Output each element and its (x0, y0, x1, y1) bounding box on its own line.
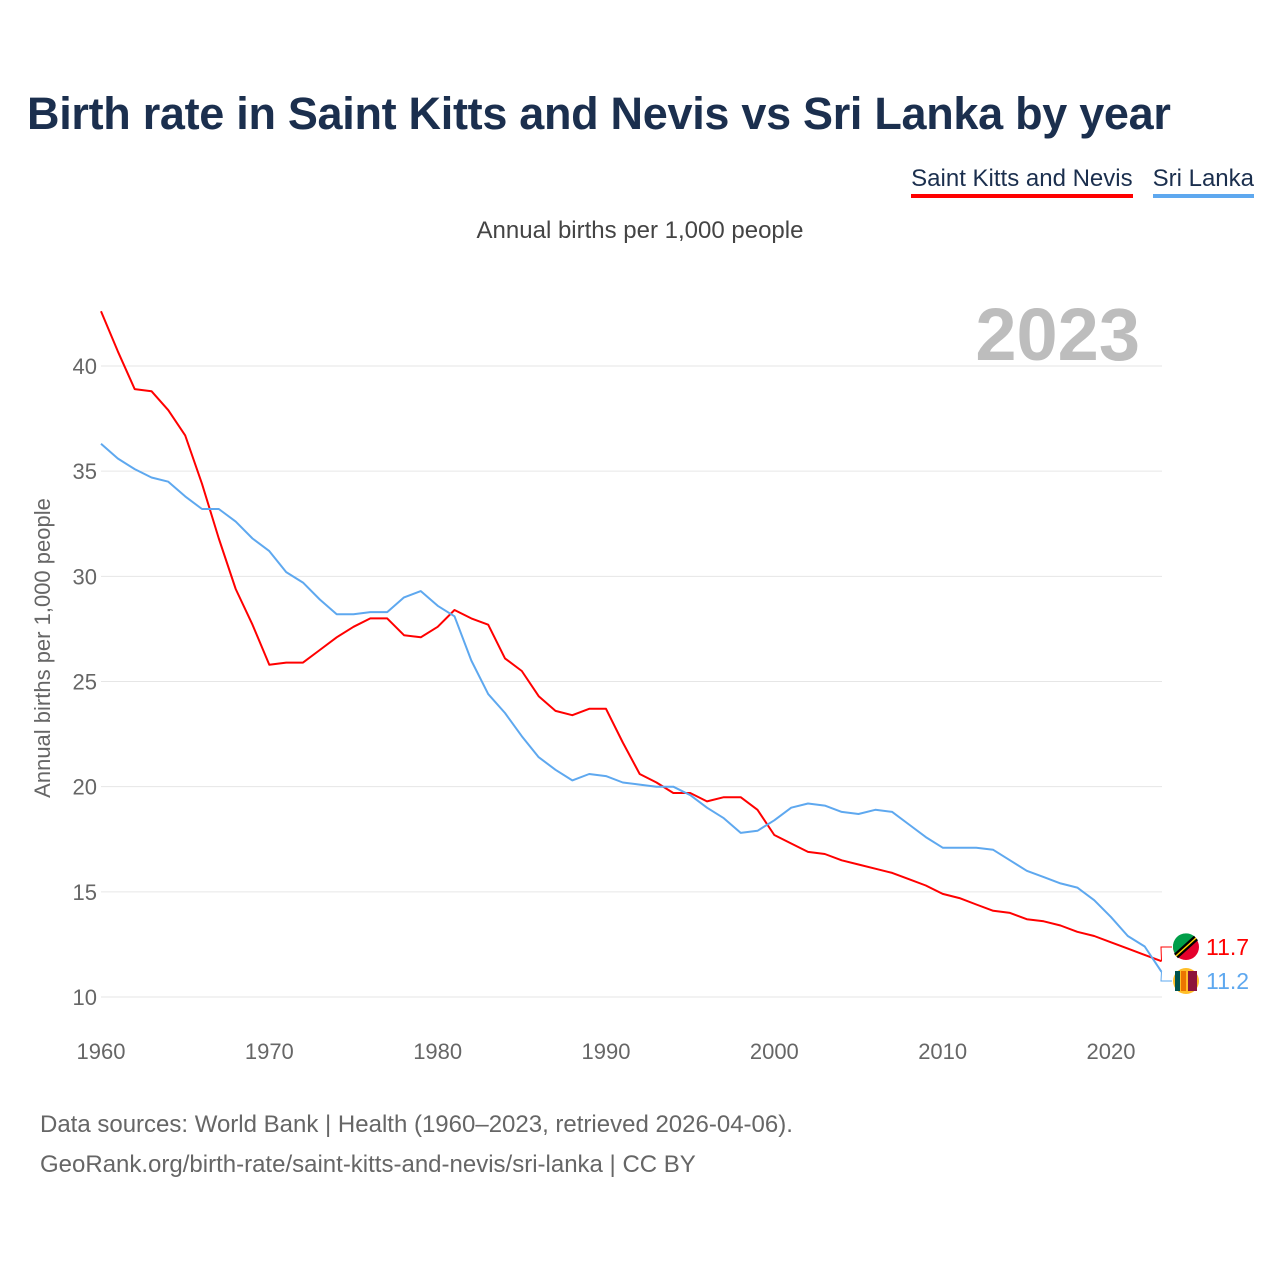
end-value-label: 11.7 (1206, 934, 1249, 960)
footer-sources: Data sources: World Bank | Health (1960–… (40, 1111, 793, 1138)
legend: Saint Kitts and Nevis Sri Lanka (911, 165, 1254, 198)
y-tick-label: 15 (73, 880, 97, 905)
end-value-label: 11.2 (1206, 968, 1249, 994)
x-tick-label: 1960 (77, 1039, 126, 1064)
chart-title: Birth rate in Saint Kitts and Nevis vs S… (27, 88, 1171, 139)
x-tick-label: 2010 (918, 1039, 967, 1064)
flag-yellow (1175, 937, 1197, 957)
y-tick-label: 40 (73, 354, 97, 379)
series-line-saint-kitts (100, 310, 1162, 963)
x-tick-label: 1980 (413, 1039, 462, 1064)
y-tick-label: 30 (73, 564, 97, 589)
y-axis-label: Annual births per 1,000 people (30, 498, 55, 798)
flag-orange (1181, 971, 1186, 991)
connector-line (1160, 946, 1172, 962)
footer-url[interactable]: GeoRank.org/birth-rate/saint-kitts-and-n… (40, 1151, 696, 1178)
connector-line (1160, 971, 1172, 982)
legend-item-sri-lanka[interactable]: Sri Lanka (1152, 165, 1254, 198)
flag-green (1175, 971, 1180, 991)
flag-maroon (1188, 971, 1197, 991)
y-tick-label: 35 (73, 459, 97, 484)
sri-lanka-flag-icon (1173, 968, 1199, 994)
legend-item-saint-kitts[interactable]: Saint Kitts and Nevis (911, 165, 1133, 198)
y-tick-label: 20 (73, 775, 97, 800)
y-tick-label: 10 (73, 985, 97, 1010)
series-line-sri-lanka (100, 443, 1163, 973)
year-watermark: 2023 (975, 293, 1140, 376)
x-tick-label: 1990 (582, 1039, 631, 1064)
x-tick-label: 2000 (750, 1039, 799, 1064)
x-tick-label: 2020 (1087, 1039, 1136, 1064)
y-tick-label: 25 (73, 670, 97, 695)
chart-subtitle: Annual births per 1,000 people (476, 217, 804, 244)
saint-kitts-flag-icon (1172, 933, 1199, 960)
x-tick-label: 1970 (245, 1039, 294, 1064)
footer: Data sources: World Bank | Health (1960–… (40, 1105, 793, 1185)
